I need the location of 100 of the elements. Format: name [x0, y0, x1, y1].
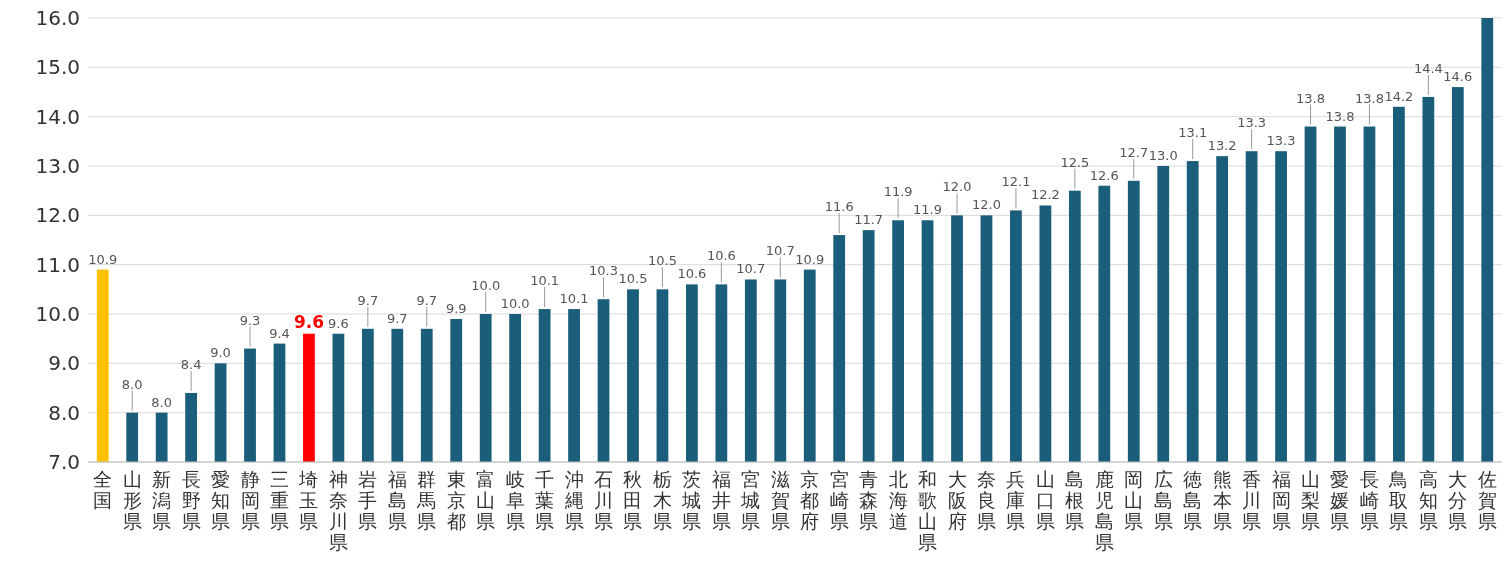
data-label: 11.9: [913, 202, 943, 218]
x-tick-label: 長崎県: [1359, 468, 1379, 532]
x-tick-label: 青森県: [859, 468, 879, 532]
x-tick-label: 高知県: [1418, 468, 1438, 532]
x-tick-label: 大分県: [1448, 468, 1468, 532]
data-label: 9.4: [269, 325, 290, 341]
x-tick-label: 愛知県: [211, 468, 231, 532]
data-label: 9.0: [210, 345, 231, 361]
data-label: 12.1: [1001, 174, 1031, 190]
x-tick-label: 岡山県: [1124, 468, 1144, 532]
x-tick-label: 宮城県: [740, 468, 761, 532]
y-tick-label: 10.0: [35, 302, 80, 326]
x-tick-label: 東京都: [446, 468, 466, 532]
x-tick-label: 栃木県: [652, 468, 672, 532]
x-tick-label: 滋賀県: [770, 468, 790, 532]
data-label: 12.2: [1030, 187, 1060, 203]
data-label: 12.0: [942, 179, 972, 195]
x-tick-label: 岩手県: [358, 468, 378, 532]
x-tick-label: 全国: [93, 468, 113, 511]
x-tick-label: 埼玉県: [298, 468, 319, 532]
x-tick-label: 和歌山県: [918, 468, 938, 553]
data-label: 13.3: [1266, 133, 1296, 149]
x-tick-label: 福島県: [387, 468, 407, 532]
data-label: 10.0: [500, 296, 530, 311]
x-tick-label: 群馬県: [416, 468, 437, 532]
data-label: 8.4: [180, 356, 202, 372]
y-tick-label: 8.0: [48, 400, 80, 425]
data-label: 12.6: [1089, 167, 1119, 183]
data-label: 13.8: [1354, 90, 1384, 106]
y-tick-label: 15.0: [35, 55, 80, 80]
data-label: 10.5: [618, 271, 648, 287]
data-label: 9.3: [239, 312, 261, 328]
data-label: 9.7: [386, 310, 408, 326]
x-tick-label: 長野県: [181, 468, 201, 532]
y-tick-label: 9.0: [48, 351, 80, 376]
data-label: 9.7: [357, 292, 379, 308]
data-label: 9.6: [293, 311, 324, 332]
x-tick-label: 鳥取県: [1388, 468, 1409, 532]
data-label: 9.9: [445, 300, 467, 316]
data-label: 11.7: [854, 212, 884, 228]
x-tick-label: 秋田県: [623, 468, 643, 532]
data-label: 11.9: [883, 184, 913, 200]
x-tick-label: 広島県: [1153, 468, 1173, 532]
data-label: 14.6: [1443, 69, 1473, 85]
x-tick-label: 宮崎県: [829, 468, 849, 532]
data-label: 9.7: [416, 292, 438, 308]
x-tick-label: 鹿児島県: [1094, 468, 1114, 553]
data-label: 13.1: [1178, 125, 1208, 141]
x-tick-label: 静岡県: [240, 468, 260, 532]
x-tick-label: 福井県: [711, 468, 731, 532]
x-tick-label: 福岡県: [1271, 468, 1291, 532]
x-tick-label: 愛媛県: [1330, 468, 1350, 532]
x-tick-label: 山口県: [1035, 468, 1055, 532]
x-tick-label: 徳島県: [1183, 468, 1203, 532]
data-label: 10.6: [706, 248, 736, 264]
x-tick-label: 新潟県: [152, 468, 172, 532]
data-label: 13.8: [1296, 90, 1325, 106]
x-tick-label: 千葉県: [535, 468, 555, 532]
data-label: 10.7: [736, 261, 766, 277]
data-label: 12.0: [972, 197, 1001, 213]
x-tick-label: 大阪府: [947, 468, 967, 532]
x-tick-label: 石川県: [594, 468, 614, 532]
data-label: 12.5: [1060, 154, 1090, 170]
data-label: 10.6: [677, 266, 707, 282]
x-tick-label: 神奈川県: [328, 468, 348, 553]
data-label: 10.1: [530, 273, 560, 289]
data-label: 10.1: [559, 291, 589, 307]
data-label: 13.0: [1148, 148, 1178, 163]
data-label: 11.6: [824, 199, 854, 215]
data-label: 13.8: [1325, 108, 1355, 124]
data-label: 10.9: [88, 251, 118, 267]
data-label: 9.6: [328, 315, 349, 331]
data-label: 10.0: [471, 278, 501, 293]
data-label: 13.2: [1207, 138, 1237, 154]
x-tick-label: 奈良県: [976, 468, 996, 532]
data-label: 10.3: [589, 263, 618, 279]
data-label: 12.7: [1119, 144, 1149, 160]
y-tick-label: 16.0: [35, 6, 80, 30]
data-label: 14.4: [1413, 60, 1443, 76]
y-tick-label: 11.0: [35, 252, 80, 277]
x-tick-label: 山梨県: [1301, 468, 1321, 532]
y-tick-label: 13.0: [35, 154, 80, 178]
x-tick-label: 島根県: [1065, 468, 1085, 532]
x-tick-label: 山形県: [122, 468, 142, 532]
data-label: 10.9: [795, 251, 825, 267]
data-label: 13.3: [1237, 115, 1267, 131]
x-tick-label: 兵庫県: [1006, 468, 1026, 532]
x-tick-label: 沖縄県: [563, 468, 584, 532]
y-tick-label: 7.0: [48, 450, 80, 474]
x-tick-label: 香川県: [1242, 468, 1262, 532]
data-label: 10.7: [765, 243, 795, 259]
x-tick-label: 三重県: [269, 468, 289, 532]
data-label: 8.0: [151, 394, 172, 410]
data-label: 10.5: [647, 253, 677, 269]
y-tick-label: 12.0: [35, 203, 80, 228]
x-tick-label: 岐阜県: [505, 468, 525, 532]
x-tick-label: 佐賀県: [1477, 468, 1497, 532]
data-label: 14.2: [1384, 88, 1414, 104]
x-tick-label: 茨城県: [681, 468, 702, 532]
data-label: 8.0: [121, 376, 143, 392]
